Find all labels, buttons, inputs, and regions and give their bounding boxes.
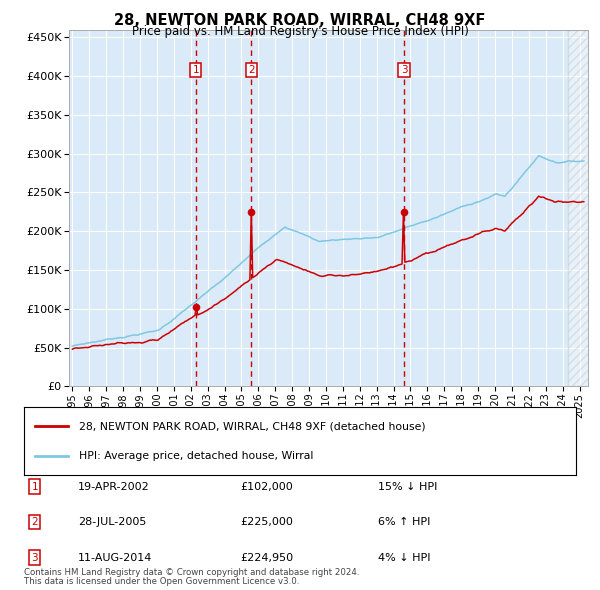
Bar (568, 30, 600, 386)
Text: This data is licensed under the Open Government Licence v3.0.: This data is licensed under the Open Gov… (24, 577, 299, 586)
Text: 28, NEWTON PARK ROAD, WIRRAL, CH48 9XF (detached house): 28, NEWTON PARK ROAD, WIRRAL, CH48 9XF (… (79, 421, 426, 431)
Text: 2: 2 (31, 517, 38, 527)
Text: 3: 3 (401, 65, 407, 75)
Text: £102,000: £102,000 (240, 482, 293, 491)
Text: £225,000: £225,000 (240, 517, 293, 527)
Text: 19-APR-2002: 19-APR-2002 (78, 482, 150, 491)
Text: HPI: Average price, detached house, Wirral: HPI: Average price, detached house, Wirr… (79, 451, 314, 461)
Text: £224,950: £224,950 (240, 553, 293, 562)
Text: 28-JUL-2005: 28-JUL-2005 (78, 517, 146, 527)
Text: Price paid vs. HM Land Registry's House Price Index (HPI): Price paid vs. HM Land Registry's House … (131, 25, 469, 38)
Text: Contains HM Land Registry data © Crown copyright and database right 2024.: Contains HM Land Registry data © Crown c… (24, 568, 359, 577)
Text: 1: 1 (31, 482, 38, 491)
Text: 1: 1 (193, 65, 199, 75)
Text: 2: 2 (248, 65, 254, 75)
Text: 28, NEWTON PARK ROAD, WIRRAL, CH48 9XF: 28, NEWTON PARK ROAD, WIRRAL, CH48 9XF (115, 13, 485, 28)
Text: 4% ↓ HPI: 4% ↓ HPI (378, 553, 431, 562)
Text: 3: 3 (31, 553, 38, 562)
Text: 6% ↑ HPI: 6% ↑ HPI (378, 517, 430, 527)
Text: 15% ↓ HPI: 15% ↓ HPI (378, 482, 437, 491)
Text: 11-AUG-2014: 11-AUG-2014 (78, 553, 152, 562)
